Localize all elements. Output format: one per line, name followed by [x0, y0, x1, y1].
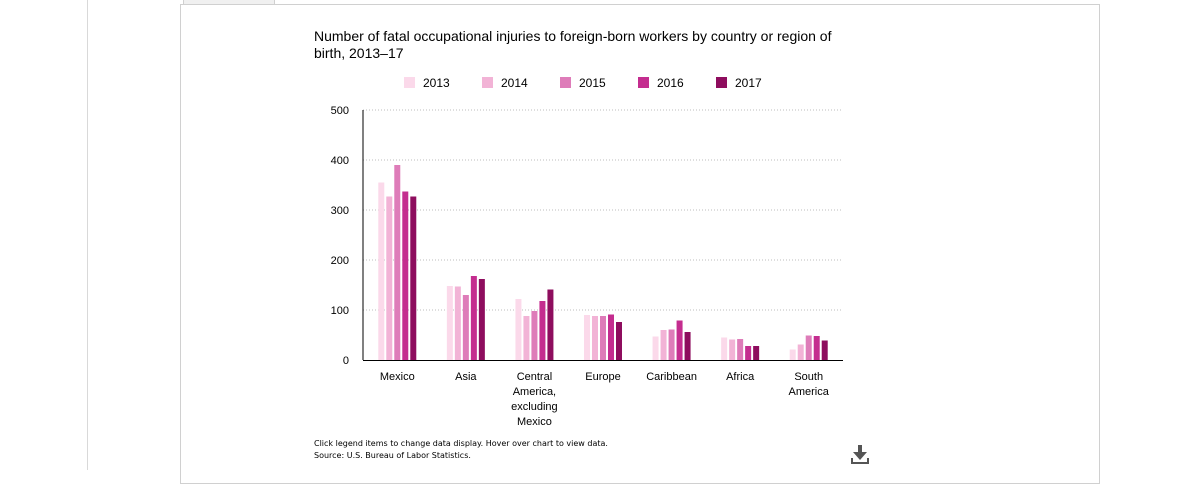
legend-label[interactable]: 2013 — [423, 76, 450, 90]
legend-label[interactable]: 2016 — [657, 76, 684, 90]
bar[interactable]: Mexico 2013: 355 — [378, 182, 385, 361]
download-glyph — [851, 445, 869, 464]
bar[interactable]: Asia 2014: 147 — [454, 286, 461, 361]
chart-title: Number of fatal occupational injuries to… — [314, 28, 832, 61]
bar[interactable]: Central America, excluding Mexico 2013: … — [515, 299, 522, 360]
x-tick-label: Caribbean — [646, 371, 697, 383]
legend-swatch[interactable] — [560, 77, 571, 88]
bar[interactable]: Africa 2017: 28 — [753, 346, 760, 360]
y-tick-label: 200 — [331, 255, 349, 267]
legend-swatch[interactable] — [482, 77, 493, 88]
legend-label[interactable]: 2014 — [501, 76, 528, 90]
y-tick-label: 400 — [331, 155, 349, 167]
x-tick-label: Africa — [726, 371, 755, 383]
bar[interactable]: Asia 2013: 148 — [446, 286, 453, 360]
legend-label[interactable]: 2017 — [735, 76, 762, 90]
bar[interactable]: Europe 2017: 76 — [616, 322, 622, 360]
legend-swatch[interactable] — [404, 77, 415, 88]
bar[interactable]: Mexico 2014: 327 — [386, 196, 393, 361]
legend-swatch[interactable] — [716, 77, 727, 88]
bar[interactable]: Asia 2015: 130 — [462, 295, 469, 360]
page-frame-line — [87, 0, 88, 470]
legend-swatch[interactable] — [638, 77, 649, 88]
x-tick-label: Asia — [455, 371, 477, 383]
download-icon[interactable] — [849, 444, 871, 466]
bar[interactable]: Caribbean 2016: 79 — [676, 320, 683, 361]
x-tick-label: Europe — [585, 371, 620, 383]
y-tick-label: 500 — [331, 105, 349, 117]
bar[interactable]: South America 2017: 39 — [821, 340, 828, 361]
bar[interactable]: South America 2016: 48 — [813, 336, 820, 360]
bar[interactable]: Africa 2014: 41 — [729, 339, 736, 361]
x-tick-label: Central America, excluding Mexico — [511, 371, 557, 428]
bar[interactable]: Caribbean 2013: 47 — [652, 336, 659, 361]
bar[interactable]: Europe 2013: 90 — [584, 315, 590, 360]
bar[interactable]: Mexico 2015: 390 — [394, 165, 401, 360]
bar[interactable]: Europe 2015: 88 — [600, 316, 606, 360]
bar[interactable]: Central America, excluding Mexico 2015: … — [531, 311, 538, 360]
tab-stub[interactable] — [183, 0, 275, 5]
bar[interactable]: Central America, excluding Mexico 2017: … — [547, 289, 554, 361]
bar[interactable]: Africa 2016: 28 — [745, 346, 752, 360]
y-tick-label: 300 — [331, 205, 349, 217]
chart-source: Source: U.S. Bureau of Labor Statistics. — [314, 451, 471, 460]
bar[interactable]: Africa 2015: 42 — [737, 339, 744, 360]
bar[interactable]: South America 2013: 21 — [789, 349, 796, 361]
bar[interactable]: Africa 2013: 45 — [721, 337, 728, 361]
bar[interactable]: Caribbean 2017: 56 — [684, 332, 691, 360]
y-tick-label: 100 — [331, 305, 349, 317]
bar[interactable]: Caribbean 2014: 60 — [660, 330, 667, 360]
bar[interactable]: Mexico 2016: 337 — [402, 191, 409, 361]
bar[interactable]: Europe 2016: 91 — [608, 314, 614, 361]
x-tick-label: Mexico — [380, 371, 415, 383]
chart-notes: Click legend items to change data displa… — [314, 438, 608, 462]
bar[interactable]: South America 2015: 49 — [805, 335, 812, 361]
x-tick-label: South America — [789, 371, 830, 398]
bar[interactable]: Asia 2017: 162 — [478, 279, 485, 360]
bar[interactable]: Mexico 2017: 327 — [410, 196, 417, 361]
bar[interactable]: South America 2014: 31 — [797, 344, 804, 361]
bar[interactable]: Europe 2014: 88 — [592, 316, 598, 360]
legend-label[interactable]: 2015 — [579, 76, 606, 90]
bar[interactable]: Caribbean 2015: 61 — [668, 329, 675, 361]
chart-instructions: Click legend items to change data displa… — [314, 439, 608, 448]
bar[interactable]: Central America, excluding Mexico 2016: … — [539, 301, 546, 360]
bar[interactable]: Asia 2016: 168 — [470, 276, 477, 360]
bar[interactable]: Central America, excluding Mexico 2014: … — [523, 316, 530, 360]
y-tick-label: 0 — [343, 355, 349, 367]
